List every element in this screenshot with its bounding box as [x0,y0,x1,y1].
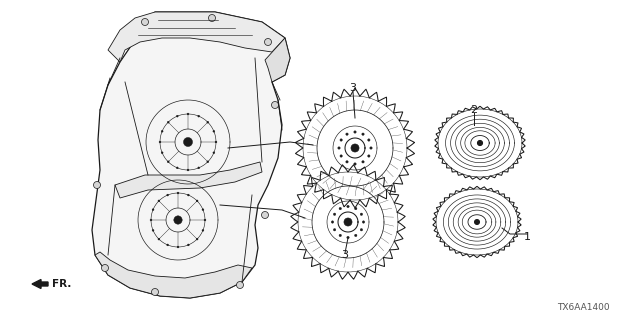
Circle shape [333,213,336,215]
Circle shape [344,218,352,226]
Circle shape [202,229,204,231]
Circle shape [198,167,200,169]
Circle shape [370,147,372,149]
Circle shape [188,194,189,196]
Text: 1: 1 [524,232,531,242]
Circle shape [347,236,349,239]
Circle shape [362,133,364,135]
Circle shape [215,141,217,143]
Circle shape [367,139,370,141]
Circle shape [339,207,342,210]
Circle shape [167,121,169,123]
Circle shape [152,289,159,295]
Text: FR.: FR. [52,279,72,289]
Polygon shape [92,12,290,298]
Text: 3: 3 [342,250,349,260]
Circle shape [184,138,193,147]
Circle shape [177,246,179,248]
Circle shape [198,115,200,117]
Circle shape [207,121,209,123]
Circle shape [237,282,243,289]
Circle shape [187,113,189,115]
Circle shape [362,221,365,223]
Text: 2: 2 [470,105,477,115]
Circle shape [150,219,152,221]
Circle shape [333,228,336,231]
Circle shape [339,234,342,236]
Circle shape [187,169,189,171]
Circle shape [152,209,154,211]
Circle shape [158,200,160,202]
Circle shape [209,14,216,21]
Circle shape [213,130,215,132]
Circle shape [188,244,189,246]
Circle shape [159,141,161,143]
Circle shape [213,152,215,154]
Circle shape [360,213,363,215]
FancyArrow shape [32,279,48,289]
Polygon shape [115,162,262,198]
Circle shape [367,155,370,157]
Circle shape [176,167,179,169]
Circle shape [262,212,269,219]
Circle shape [204,219,206,221]
Circle shape [152,229,154,231]
Circle shape [340,139,342,141]
Circle shape [477,140,483,145]
Circle shape [346,161,348,163]
Circle shape [174,216,182,224]
Circle shape [176,115,179,117]
Circle shape [141,19,148,26]
Circle shape [102,265,109,271]
Circle shape [166,244,169,246]
Circle shape [354,163,356,165]
Circle shape [355,234,357,236]
Circle shape [166,194,169,196]
Text: 3: 3 [349,83,356,93]
Circle shape [207,161,209,163]
Circle shape [360,228,363,231]
Circle shape [362,161,364,163]
Circle shape [158,238,160,240]
Polygon shape [108,12,285,62]
Circle shape [354,131,356,133]
Circle shape [264,38,271,45]
Circle shape [271,101,278,108]
Polygon shape [95,252,252,298]
Circle shape [351,144,359,152]
Circle shape [177,192,179,194]
Circle shape [161,130,163,132]
Text: TX6AA1400: TX6AA1400 [557,303,610,313]
Circle shape [196,200,198,202]
Circle shape [93,181,100,188]
Polygon shape [265,38,290,82]
Circle shape [202,209,204,211]
Circle shape [340,155,342,157]
Circle shape [475,220,479,224]
Circle shape [161,152,163,154]
Circle shape [355,207,357,210]
Circle shape [332,221,333,223]
Circle shape [338,147,340,149]
Circle shape [196,238,198,240]
Circle shape [347,205,349,208]
Circle shape [167,161,169,163]
Circle shape [346,133,348,135]
